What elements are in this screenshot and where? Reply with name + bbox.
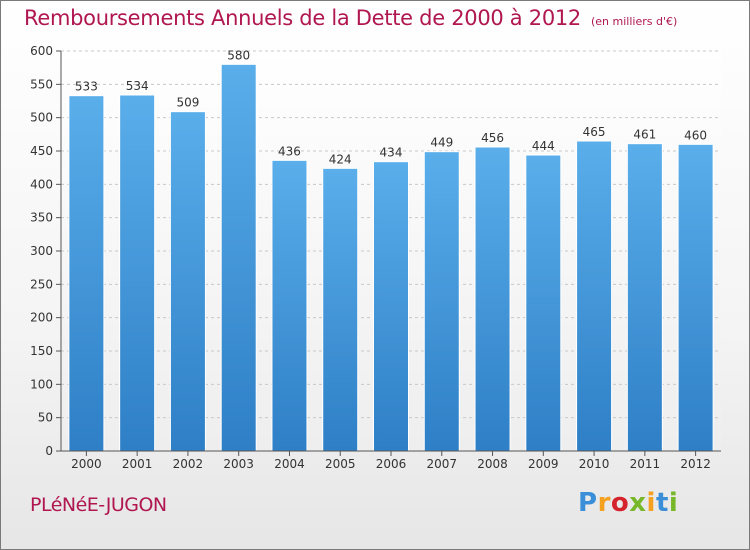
x-tick-label: 2012: [680, 457, 711, 471]
y-axis: 0 50 100 150 200 250 300 350 400 450 500 550 600: [30, 44, 62, 458]
y-tick-label: 200: [30, 311, 53, 325]
x-tick-label: 2005: [325, 457, 356, 471]
y-tick-label: 450: [30, 144, 53, 158]
logo-letter: t: [655, 488, 669, 518]
bar-value-label: 424: [329, 152, 352, 166]
bar: [626, 143, 663, 452]
logo-letter: i: [668, 488, 679, 518]
bar: [68, 95, 105, 452]
chart-title: Remboursements Annuels de la Dette de 20…: [24, 6, 677, 30]
x-tick-label: 2010: [579, 457, 610, 471]
logo-letter: x: [629, 488, 647, 518]
chart-title-text: Remboursements Annuels de la Dette de 20…: [24, 6, 581, 30]
y-tick-label: 350: [30, 211, 53, 225]
bar-value-label: 456: [481, 131, 504, 145]
y-tick-label: 500: [30, 111, 53, 125]
bar: [271, 159, 308, 452]
bar-value-label: 436: [278, 144, 301, 158]
bar: [322, 167, 359, 452]
bar: [169, 111, 206, 452]
bar-value-label: 534: [126, 79, 149, 93]
bar-value-label: 580: [227, 48, 250, 62]
bar: [474, 146, 511, 452]
logo-letter: i: [646, 488, 656, 518]
bar-value-label: 461: [633, 128, 656, 142]
x-tick-label: 2006: [376, 457, 407, 471]
x-tick-label: 2000: [71, 457, 102, 471]
bar-value-label: 533: [75, 80, 98, 94]
x-tick-label: 2008: [477, 457, 508, 471]
commune-name: PLéNéE-JUGON: [30, 494, 167, 516]
bar-value-label: 434: [380, 146, 403, 160]
logo-letter: o: [610, 488, 630, 518]
y-tick-label: 600: [30, 44, 53, 58]
proxiti-logo[interactable]: Proxiti: [578, 488, 678, 518]
x-axis: 2000 2001 2002 2003 2004 2005 2006 2007 2008 2009…: [61, 450, 721, 471]
y-tick-label: 0: [45, 444, 53, 458]
y-tick-label: 400: [30, 177, 53, 191]
bar: [525, 154, 562, 452]
bar: [373, 161, 409, 452]
y-tick-label: 300: [30, 244, 53, 258]
bar-value-label: 449: [430, 136, 453, 150]
logo-letter: r: [597, 488, 611, 518]
bars: 533 534 509 580 436 424 434 449 456 444 465 461 460: [68, 48, 714, 452]
bar: [677, 143, 714, 452]
bar-value-label: 465: [583, 125, 606, 139]
x-tick-label: 2002: [173, 457, 204, 471]
chart-subtitle: (en milliers d'€): [591, 15, 678, 28]
logo-letter: P: [578, 488, 598, 518]
y-tick-label: 150: [30, 344, 53, 358]
x-tick-label: 2009: [528, 457, 559, 471]
x-tick-label: 2003: [223, 457, 254, 471]
bar-value-label: 444: [532, 139, 555, 153]
bar-value-label: 460: [684, 128, 707, 142]
x-tick-label: 2001: [122, 457, 153, 471]
bar-value-label: 509: [176, 96, 199, 110]
bar: [423, 151, 460, 452]
x-tick-label: 2007: [426, 457, 457, 471]
bar: [119, 94, 156, 452]
y-tick-label: 250: [30, 277, 53, 291]
x-tick-label: 2004: [274, 457, 305, 471]
y-tick-label: 100: [30, 377, 53, 391]
bar: [220, 63, 257, 452]
bar: [576, 140, 613, 452]
y-tick-label: 550: [30, 77, 53, 91]
x-tick-label: 2011: [630, 457, 661, 471]
y-tick-label: 50: [38, 411, 53, 425]
